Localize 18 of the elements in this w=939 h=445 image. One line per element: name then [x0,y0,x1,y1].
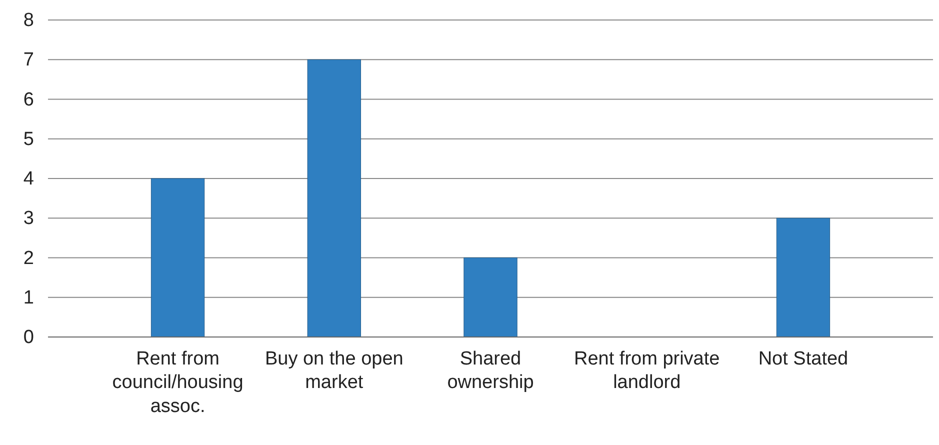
y-tick-label: 4 [23,168,34,190]
y-tick-label: 0 [23,327,34,348]
y-tick-label: 8 [23,10,34,32]
y-tick-label: 3 [23,208,34,230]
y-tick-label: 7 [23,50,34,71]
bar [307,59,361,338]
bar [776,218,830,338]
x-tick-label: Not Stated [758,348,848,370]
bar [464,258,518,338]
y-tick-label: 2 [23,248,34,269]
y-tick-label: 1 [23,287,34,308]
bar [150,178,205,338]
y-tick-label: 6 [23,89,34,110]
x-tick-label: Buy on the open market [264,348,404,394]
x-tick-label: Shared ownership [447,348,534,394]
x-tick-label: Rent from private landlord [574,348,720,394]
y-tick-label: 5 [23,128,34,150]
x-tick-label: Rent from council/housing assoc. [112,348,244,417]
